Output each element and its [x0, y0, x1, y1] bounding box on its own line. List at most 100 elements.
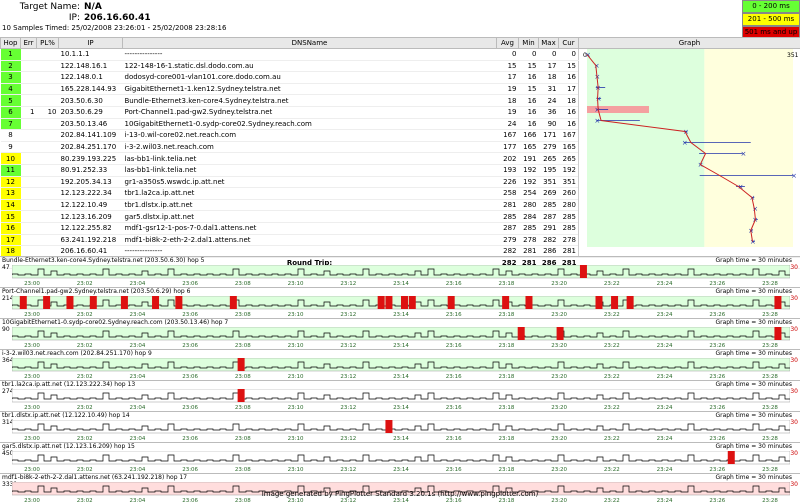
- time-tick-label: 23:08: [235, 374, 251, 379]
- target-label: Target Name:: [6, 2, 84, 12]
- hop-max: 31: [539, 83, 559, 95]
- current-marker: ×: [791, 172, 797, 180]
- hop-min: 254: [519, 188, 539, 200]
- hop-time-graph: i-3-2.wil03.net.reach.com (202.84.251.17…: [0, 349, 800, 380]
- hop-ip: 122.148.0.1: [59, 72, 123, 84]
- current-marker: ×: [683, 128, 689, 136]
- hop-max: 171: [539, 130, 559, 142]
- time-tick-label: 23:04: [129, 343, 145, 348]
- time-tick-label: 23:14: [393, 343, 409, 348]
- samples-label: 10 Samples Timed:: [2, 24, 69, 32]
- hop-pl: 10: [37, 106, 59, 118]
- hop-max: 269: [539, 188, 559, 200]
- time-tick-label: 23:06: [182, 467, 198, 472]
- time-tick-label: 23:04: [129, 312, 145, 317]
- column-header[interactable]: IP: [59, 38, 123, 49]
- time-graphs: Bundle-Ethernet3.ken-core4.Sydney.telstr…: [0, 256, 800, 504]
- time-tick-label: 23:28: [762, 281, 778, 286]
- current-marker: ×: [594, 62, 600, 70]
- packet-loss-marker: [448, 296, 455, 309]
- hop-avg: 226: [497, 176, 519, 188]
- hop-dns: tbr1.la2ca.ip.att.net: [123, 188, 497, 200]
- graph-time-label: Graph time = 30 minutes: [715, 288, 792, 295]
- hop-time-graph: mdf1-bi8k-2-eth-2-2.dal1.attens.net (63.…: [0, 473, 800, 504]
- time-tick-label: 23:08: [235, 405, 251, 410]
- hop-cur: 265: [559, 153, 579, 165]
- hop-max: 285: [539, 199, 559, 211]
- time-tick-label: 23:20: [551, 343, 567, 348]
- time-tick-label: 23:24: [657, 312, 673, 317]
- hop-hop: 14: [1, 199, 21, 211]
- column-header[interactable]: Hop: [1, 38, 21, 49]
- time-tick-label: 23:22: [604, 343, 620, 348]
- graph-time-label: Graph time = 30 minutes: [715, 474, 792, 481]
- hop-ip: 202.84.251.170: [59, 141, 123, 153]
- hop-dns: gr1-a350s5.wswdc.ip.att.net: [123, 176, 497, 188]
- column-header[interactable]: Err: [21, 38, 37, 49]
- hop-hop: 7: [1, 118, 21, 130]
- loss-scale-label: 30: [790, 450, 798, 457]
- time-tick-label: 23:06: [182, 374, 198, 379]
- loss-scale-label: 30: [790, 357, 798, 364]
- hop-pl: [37, 118, 59, 130]
- hop-cur: 285: [559, 211, 579, 223]
- loss-scale-label: 30: [790, 295, 798, 302]
- hop-hop: 3: [1, 72, 21, 84]
- time-tick-label: 23:24: [657, 343, 673, 348]
- time-tick-label: 23:20: [551, 374, 567, 379]
- hop-pl: [37, 141, 59, 153]
- graph-time-label: Graph time = 30 minutes: [715, 412, 792, 419]
- time-tick-label: 23:22: [604, 405, 620, 410]
- hop-ip: 12.122.10.49: [59, 199, 123, 211]
- time-tick-label: 23:12: [340, 436, 356, 441]
- graph-time-label: Graph time = 30 minutes: [715, 350, 792, 357]
- hop-cur: 260: [559, 188, 579, 200]
- column-header[interactable]: DNSName: [123, 38, 497, 49]
- column-header[interactable]: Graph: [579, 38, 800, 49]
- time-tick-label: 23:14: [393, 467, 409, 472]
- column-header[interactable]: Min: [519, 38, 539, 49]
- time-tick-label: 23:04: [129, 374, 145, 379]
- hop-min: 280: [519, 199, 539, 211]
- graph-time-label: Graph time = 30 minutes: [715, 381, 792, 388]
- time-tick-label: 23:10: [288, 343, 304, 348]
- plot-background: [12, 327, 790, 340]
- hop-err: [21, 72, 37, 84]
- hop-dns: tbr1.dlstx.ip.att.net: [123, 199, 497, 211]
- hop-min: 284: [519, 211, 539, 223]
- hop-ip: 122.148.16.1: [59, 60, 123, 72]
- time-tick-label: 23:22: [604, 281, 620, 286]
- column-header[interactable]: Avg: [497, 38, 519, 49]
- time-tick-label: 23:22: [604, 374, 620, 379]
- hop-pl: [37, 199, 59, 211]
- hop-max: 265: [539, 153, 559, 165]
- hop-hop: 11: [1, 164, 21, 176]
- hop-max: 282: [539, 234, 559, 246]
- time-tick-label: 23:12: [340, 281, 356, 286]
- column-header[interactable]: Cur: [559, 38, 579, 49]
- column-header[interactable]: PL%: [37, 38, 59, 49]
- target-row: Target Name:N/A: [6, 2, 102, 12]
- column-header[interactable]: Max: [539, 38, 559, 49]
- packet-loss-marker: [774, 296, 781, 309]
- hop-dns: 122-148-16-1.static.dsl.dodo.com.au: [123, 60, 497, 72]
- time-graph-title: 10GigabitEthernet1-0.sydp-core02.Sydney.…: [2, 319, 228, 326]
- plot-background: [12, 358, 790, 371]
- packet-loss-marker: [627, 296, 634, 309]
- legend-item: 201 - 500 ms: [742, 13, 800, 26]
- plot-background: [12, 265, 790, 278]
- time-tick-label: 23:28: [762, 436, 778, 441]
- time-tick-label: 23:20: [551, 467, 567, 472]
- hop-max: 24: [539, 95, 559, 107]
- hop-err: [21, 60, 37, 72]
- time-tick-label: 23:12: [340, 312, 356, 317]
- hop-avg: 17: [497, 72, 519, 84]
- hop-hop: 1: [1, 49, 21, 61]
- time-tick-label: 23:18: [498, 281, 514, 286]
- hop-hop: 13: [1, 188, 21, 200]
- hop-err: [21, 118, 37, 130]
- hop-ip: 80.239.193.225: [59, 153, 123, 165]
